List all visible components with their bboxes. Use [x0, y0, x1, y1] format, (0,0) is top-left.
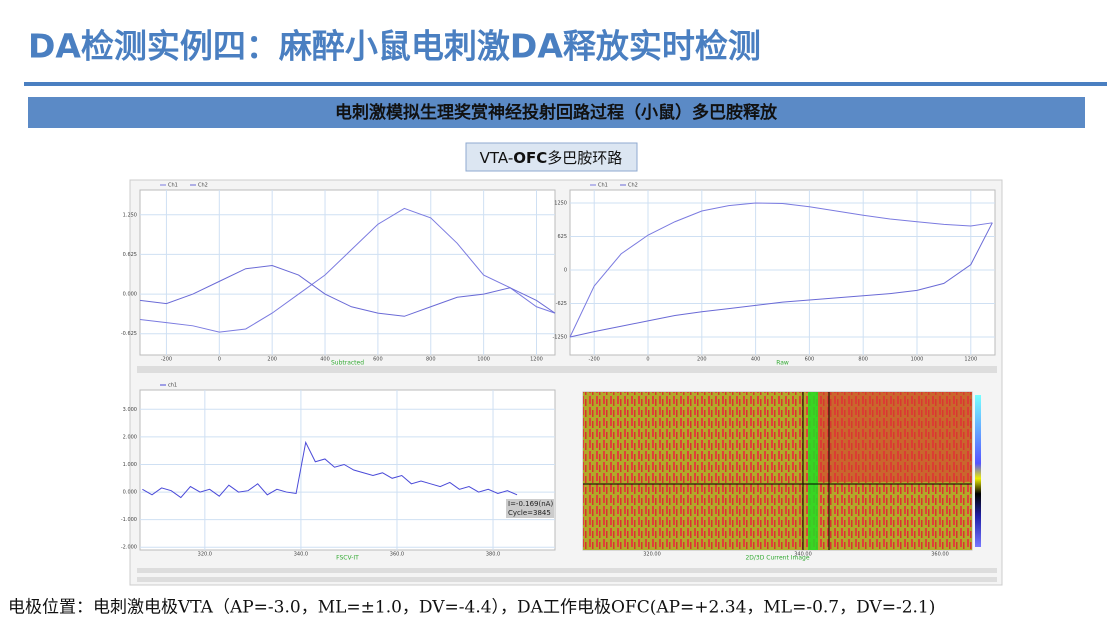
legend-label: Ch2 [628, 183, 638, 189]
y-tick-label: 0 [564, 267, 567, 273]
panel-label: Raw [776, 360, 789, 367]
subtitle-part: VTA- [480, 149, 514, 167]
x-tick-label: 340.00 [794, 552, 812, 558]
legend-label: ch1 [168, 383, 177, 389]
annotation: I=-0.169(nA) [508, 500, 553, 508]
panel-label: 2D/3D Current Image [745, 555, 809, 562]
x-tick-label: 800 [858, 357, 868, 363]
y-tick-label: -625 [556, 301, 567, 307]
scroll [137, 568, 997, 573]
x-tick-label: 1000 [477, 357, 490, 363]
y-tick-label: 0.625 [123, 252, 137, 258]
x-tick-label: 600 [373, 357, 383, 363]
heatmap-band [808, 392, 818, 550]
y-tick-label: 0.000 [123, 292, 137, 298]
y-tick-label: 1250 [554, 200, 567, 206]
subtitle-part: OFC [513, 149, 547, 167]
legend-label: Ch1 [168, 183, 178, 189]
subtitle-part: 多巴胺环路 [547, 149, 622, 167]
title: DA检测实例四：麻醉小鼠电刺激DA释放实时检测 [28, 27, 761, 66]
x-tick-label: 1200 [964, 357, 977, 363]
panel-label: Subtracted [331, 360, 364, 367]
trace [142, 440, 518, 499]
x-tick-label: -200 [161, 357, 172, 363]
y-tick-label: 3.000 [123, 407, 137, 413]
x-tick-label: 600 [805, 357, 815, 363]
y-tick-label: 1.000 [123, 462, 137, 468]
subtitle-box [465, 142, 638, 172]
x-tick-label: 0 [218, 357, 221, 363]
scroll [137, 366, 997, 373]
x-tick-label: 200 [267, 357, 277, 363]
legend-label: Ch1 [598, 183, 608, 189]
plot-area [139, 389, 556, 551]
x-tick-label: 400 [320, 357, 330, 363]
heatmap-right [818, 392, 972, 482]
x-tick-label: 380.0 [486, 552, 500, 558]
x-tick-label: 320.0 [198, 552, 212, 558]
annotation-box [506, 499, 554, 518]
x-tick-label: 1200 [530, 357, 543, 363]
y-tick-label: -2.000 [121, 545, 137, 551]
x-tick-label: 340.0 [294, 552, 308, 558]
x-tick-label: 200 [697, 357, 707, 363]
y-tick-label: 0.000 [123, 490, 137, 496]
x-tick-label: 360.00 [931, 552, 949, 558]
x-tick-label: 400 [751, 357, 761, 363]
legend-label: Ch2 [198, 183, 208, 189]
banner-bg [28, 97, 1085, 128]
title-rule [24, 82, 1107, 86]
annotation: Cycle=3845 [508, 509, 551, 517]
x-tick-label: 360.0 [390, 552, 404, 558]
trace [139, 265, 556, 317]
trace [569, 202, 993, 338]
panel-label: FSCV-IT [336, 555, 359, 562]
x-tick-label: 320.00 [643, 552, 661, 558]
trace [569, 222, 993, 338]
y-tick-label: 2.000 [123, 434, 137, 440]
plot-area [139, 189, 556, 356]
scroll [137, 577, 997, 582]
y-tick-label: -1250 [552, 334, 567, 340]
x-tick-label: 1000 [911, 357, 924, 363]
footer: 电极位置：电刺激电极VTA（AP=-3.0，ML=±1.0，DV=-4.4），D… [8, 598, 935, 618]
trace [139, 207, 556, 333]
x-tick-label: 800 [426, 357, 436, 363]
subtitle: VTA-OFC多巴胺环路 [480, 149, 623, 167]
banner: 电刺激模拟生理奖赏神经投射回路过程（小鼠）多巴胺释放 [335, 102, 778, 123]
y-tick-label: -0.625 [121, 331, 137, 337]
y-tick-label: -1.000 [121, 517, 137, 523]
y-tick-label: 625 [557, 234, 567, 240]
plot-area [569, 189, 996, 356]
y-tick-label: 1.250 [123, 212, 137, 218]
x-tick-label: 0 [646, 357, 649, 363]
x-tick-label: -200 [589, 357, 600, 363]
colorbar [975, 395, 981, 547]
